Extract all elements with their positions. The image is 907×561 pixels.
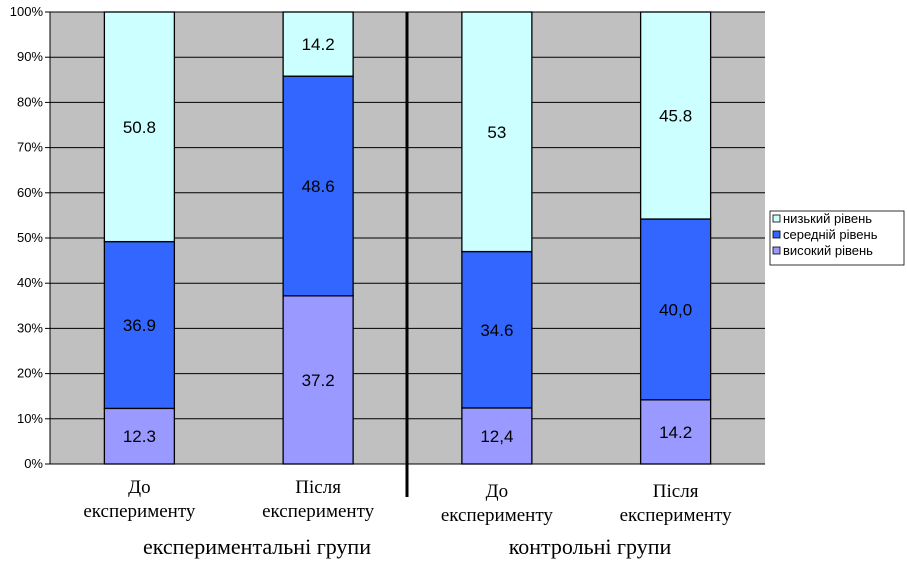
legend-entry: низький рівень xyxy=(783,211,872,226)
data-label: 53 xyxy=(487,123,506,142)
x-tick-label: експерименту xyxy=(441,505,554,526)
x-tick-label: Після xyxy=(295,477,341,498)
data-labels: 12.3 36.9 50.8 37.2 48.6 14.2 12,4 34.6 53 14.2 40… xyxy=(123,35,692,446)
legend-swatch xyxy=(772,246,781,255)
legend-entry: середній рівень xyxy=(783,227,878,242)
y-tick-label: 10% xyxy=(17,411,43,426)
data-label: 50.8 xyxy=(123,118,156,137)
y-tick-label: 40% xyxy=(17,275,43,290)
y-tick-label: 0% xyxy=(24,456,43,471)
bar-segment xyxy=(639,399,712,465)
y-tick-label: 100% xyxy=(10,4,44,19)
bar-segment xyxy=(282,295,354,465)
legend-box xyxy=(769,210,905,266)
data-label: 14.2 xyxy=(659,423,692,442)
legend-swatch xyxy=(772,230,781,239)
bar-segment xyxy=(461,11,533,253)
x-tick-label: експерименту xyxy=(620,505,733,526)
bar-segment xyxy=(103,240,176,410)
x-tick-label: До xyxy=(128,477,150,498)
data-label: 40,0 xyxy=(659,300,692,319)
data-label: 34.6 xyxy=(480,321,513,340)
data-label: 36.9 xyxy=(123,316,156,335)
y-tick-label: 50% xyxy=(17,230,43,245)
data-label: 48.6 xyxy=(302,177,335,196)
bar-segment xyxy=(103,11,176,243)
data-label: 37.2 xyxy=(302,371,335,390)
bars xyxy=(103,11,712,465)
bar-segment xyxy=(282,11,354,77)
y-tick-label: 30% xyxy=(17,320,43,335)
bar-segment xyxy=(461,250,533,409)
y-tick-label: 60% xyxy=(17,185,43,200)
x-tick-label: експерименту xyxy=(83,501,196,522)
bar-segment xyxy=(103,407,176,465)
y-tick-label: 80% xyxy=(17,94,43,109)
y-tick-label: 70% xyxy=(17,140,43,155)
data-label: 45.8 xyxy=(659,107,692,126)
y-tick-label: 20% xyxy=(17,366,43,381)
x-tick-label: експерименту xyxy=(262,501,375,522)
group-label: контрольні групи xyxy=(509,534,672,559)
y-tick-label: 90% xyxy=(17,49,43,64)
data-label: 12.3 xyxy=(123,427,156,446)
bar-segment xyxy=(639,218,712,401)
bar-segment xyxy=(282,75,354,297)
x-tick-label: Після xyxy=(653,481,699,502)
data-label: 12,4 xyxy=(480,427,513,446)
data-label: 14.2 xyxy=(302,35,335,54)
category-labels: До експерименту Після експерименту До експери… xyxy=(83,477,732,526)
bar-segment xyxy=(639,11,712,220)
legend-entry: високий рівень xyxy=(783,243,873,258)
group-labels: експериментальні групи контрольні групи xyxy=(143,534,672,559)
bar-segment xyxy=(461,407,533,465)
x-tick-label: До xyxy=(486,481,508,502)
group-label: експериментальні групи xyxy=(143,534,371,559)
legend-swatch xyxy=(772,214,781,223)
